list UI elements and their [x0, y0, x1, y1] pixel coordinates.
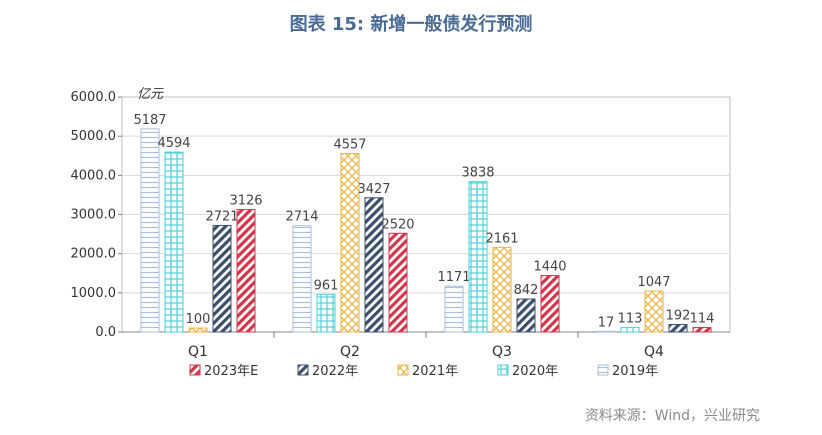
bar-2022年-Q2 — [364, 197, 384, 333]
y-tick-label: 3000.0 — [71, 208, 117, 223]
bar-2023年E-Q3 — [540, 275, 560, 333]
legend-swatch — [297, 364, 309, 376]
data-label: 113 — [618, 312, 643, 327]
x-tick-label: Q2 — [340, 344, 360, 360]
bar-2020年-Q4 — [620, 327, 640, 333]
data-label: 2161 — [485, 231, 518, 246]
legend-label: 2023年E — [204, 364, 258, 379]
bar-2021年-Q2 — [340, 153, 360, 333]
legend-swatch — [397, 364, 409, 376]
legend-swatch — [497, 364, 509, 376]
bar-2022年-Q4 — [668, 323, 688, 333]
bar-2022年-Q3 — [516, 298, 536, 333]
bar-2021年-Q3 — [492, 246, 512, 333]
y-unit-label: 亿元 — [137, 87, 164, 102]
data-label: 3838 — [461, 166, 494, 181]
data-label: 192 — [666, 308, 691, 323]
data-label: 3126 — [229, 194, 262, 209]
y-tick-label: 5000.0 — [71, 129, 117, 144]
data-label: 842 — [514, 283, 539, 298]
data-label: 2721 — [205, 209, 238, 224]
data-label: 1171 — [437, 270, 470, 285]
bar-2020年-Q1 — [164, 151, 184, 333]
legend-label: 2022年 — [312, 364, 358, 379]
bar-2021年-Q4 — [644, 290, 664, 333]
data-label: 1047 — [637, 275, 670, 290]
bar-2020年-Q2 — [316, 293, 336, 333]
y-tick-label: 6000.0 — [71, 90, 117, 105]
legend-swatch — [189, 364, 201, 376]
bar-2019年-Q1 — [140, 128, 160, 333]
bar-2019年-Q4 — [596, 330, 616, 333]
legend-label: 2019年 — [612, 364, 658, 379]
bar-2021年-Q1 — [188, 327, 208, 333]
data-label: 3427 — [357, 182, 390, 197]
y-tick-label: 1000.0 — [71, 286, 117, 301]
chart-title: 图表 15: 新增一般债发行预测 — [289, 14, 533, 35]
legend-label: 2021年 — [412, 364, 458, 379]
bar-2023年E-Q4 — [692, 327, 712, 333]
y-tick-label: 0.0 — [95, 325, 116, 340]
x-tick-label: Q3 — [492, 344, 512, 360]
bar-2019年-Q2 — [292, 225, 312, 333]
bar-2019年-Q3 — [444, 285, 464, 333]
data-label: 961 — [314, 278, 339, 293]
data-label: 1440 — [533, 260, 566, 275]
x-tick-label: Q1 — [188, 344, 208, 360]
bar-2023年E-Q1 — [236, 209, 256, 333]
source-note: 资料来源：Wind，兴业研究 — [584, 408, 760, 424]
data-label: 17 — [598, 315, 615, 330]
y-tick-label: 2000.0 — [71, 247, 117, 262]
bar-2022年-Q1 — [212, 224, 232, 333]
y-tick-label: 4000.0 — [71, 168, 117, 183]
data-label: 2714 — [285, 210, 318, 225]
x-tick-label: Q4 — [644, 344, 664, 360]
legend-label: 2020年 — [512, 364, 558, 379]
bar-2020年-Q3 — [468, 181, 488, 333]
data-label: 4557 — [333, 138, 366, 153]
data-label: 5187 — [133, 113, 166, 128]
bar-2023年E-Q2 — [388, 232, 408, 333]
data-label: 2520 — [381, 217, 414, 232]
data-label: 114 — [690, 312, 715, 327]
legend-swatch — [597, 364, 609, 376]
data-label: 4594 — [157, 136, 190, 151]
data-label: 100 — [186, 312, 211, 327]
